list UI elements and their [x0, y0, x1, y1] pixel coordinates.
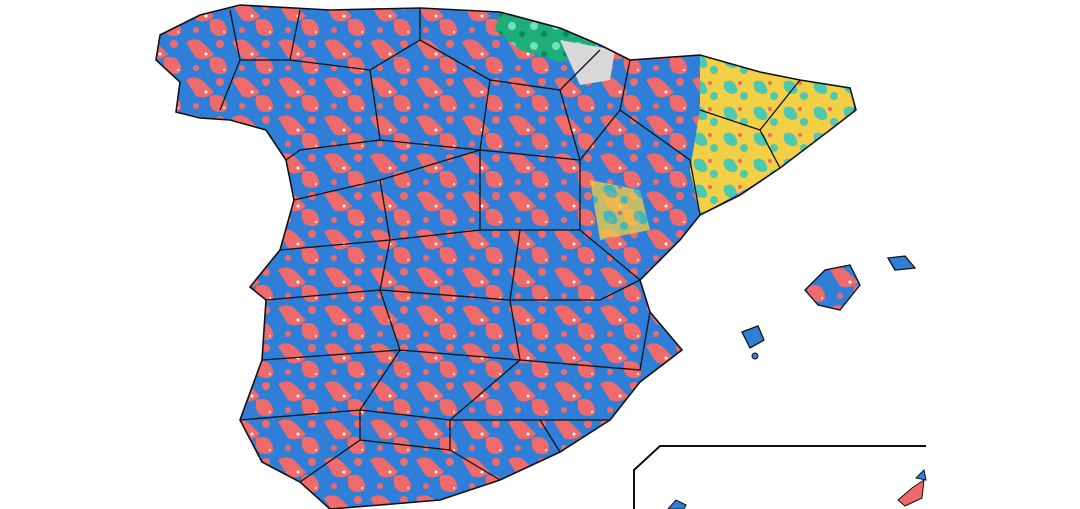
province-borders: [155, 4, 857, 509]
balearic-islands: [741, 255, 917, 360]
canary-islands: [667, 468, 927, 509]
map-fill: [156, 5, 856, 509]
inset-frame: [633, 445, 926, 509]
region-yellow-small: [590, 180, 650, 240]
region-yellow: [690, 55, 856, 215]
